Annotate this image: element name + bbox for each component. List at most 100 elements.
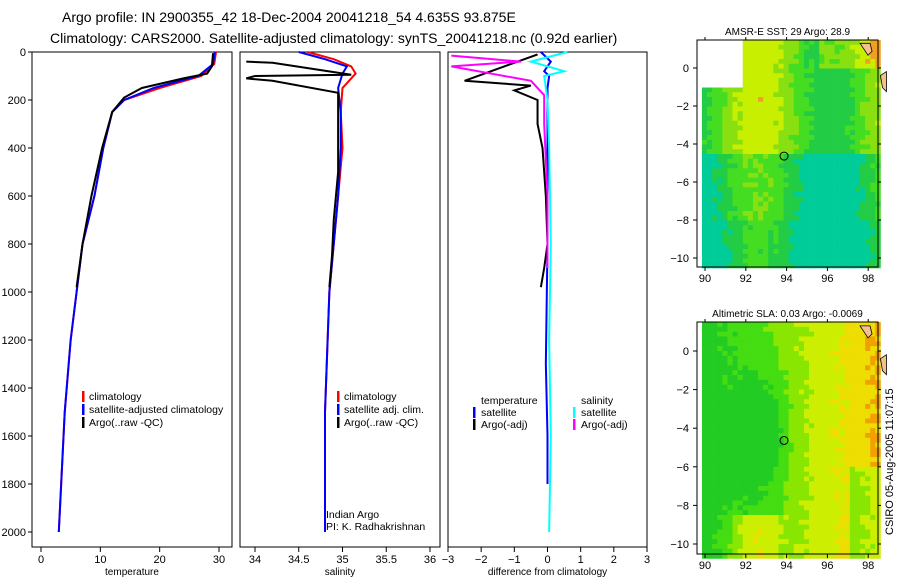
map-cell <box>860 263 866 269</box>
map-cell <box>763 466 769 472</box>
map-cell <box>793 331 800 337</box>
map-cell <box>849 249 856 255</box>
map-cell <box>717 466 723 472</box>
map-cell <box>819 442 825 448</box>
map-cell <box>742 196 749 202</box>
map-cell <box>798 432 805 439</box>
map-cell <box>742 539 749 545</box>
map-cell <box>717 196 723 202</box>
map-cell <box>860 418 866 424</box>
map-cell <box>707 101 713 107</box>
map-cell <box>701 101 708 107</box>
map-cell <box>809 206 815 212</box>
map-cell <box>732 481 738 487</box>
map-cell <box>844 515 851 521</box>
map-cell <box>793 341 800 347</box>
map-cell <box>788 432 795 439</box>
map-cell <box>860 97 866 103</box>
map-cell <box>773 360 779 366</box>
map-cell <box>737 457 744 463</box>
map-cell <box>701 389 708 395</box>
map-cell <box>773 466 779 472</box>
map-cell <box>778 230 784 236</box>
map-cell <box>752 510 759 516</box>
map-cell <box>758 360 764 366</box>
map-cell <box>727 82 733 88</box>
map-cell <box>788 158 795 164</box>
map-cell <box>860 182 866 188</box>
map-cell <box>793 116 800 122</box>
map-cell <box>783 365 789 371</box>
map-cell <box>763 168 769 174</box>
map-cell <box>707 120 713 126</box>
map-cell <box>712 553 718 559</box>
map-cell <box>768 519 774 525</box>
map-cell <box>747 234 754 240</box>
map-cell <box>798 370 805 376</box>
y-tick-label: 1600 <box>2 431 26 443</box>
map-cell <box>773 394 779 400</box>
map-cell <box>737 139 744 145</box>
map-cell <box>747 457 754 463</box>
map-cell <box>839 394 846 400</box>
map-cell <box>849 500 856 506</box>
map-cell <box>824 389 830 395</box>
map-cell <box>773 418 779 424</box>
map-cell <box>773 481 779 487</box>
map-title: AMSR-E SST: 29 Argo: 28.9 <box>725 27 850 38</box>
map-cell <box>803 206 810 212</box>
map-cell <box>717 234 723 240</box>
map-cell <box>849 192 856 198</box>
map-cell <box>798 244 805 250</box>
map-cell <box>793 211 800 217</box>
map-cell <box>860 234 866 240</box>
map-cell <box>773 92 779 98</box>
map-cell <box>865 87 871 93</box>
map-cell <box>773 68 779 74</box>
map-cell <box>717 54 723 60</box>
argo-float-position-marker <box>779 435 789 445</box>
y-tick-label: 200 <box>8 95 26 107</box>
map-cell <box>707 336 713 342</box>
map-cell <box>778 125 784 131</box>
map-cell <box>834 135 840 141</box>
map-cell <box>742 457 749 463</box>
map-cell <box>814 116 820 122</box>
map-cell <box>788 505 795 511</box>
map-cell <box>788 553 795 559</box>
map-cell <box>717 519 723 525</box>
map-cell <box>860 370 866 376</box>
map-cell <box>773 423 779 429</box>
map-cell <box>834 92 840 98</box>
map-cell <box>860 486 866 492</box>
map-cell <box>854 413 861 419</box>
map-cell <box>860 346 866 352</box>
map-cell <box>701 158 708 164</box>
map-cell <box>865 408 871 414</box>
map-cell <box>778 486 784 492</box>
map-cell <box>763 346 769 352</box>
map-cell <box>793 253 800 259</box>
map-cell <box>732 211 738 217</box>
map-cell <box>788 125 795 131</box>
map-cell <box>727 106 733 112</box>
x-tick-label: 35 <box>336 554 348 566</box>
map-cell <box>819 187 825 193</box>
map-cell <box>865 263 871 269</box>
map-cell <box>727 234 733 240</box>
map-cell <box>712 394 718 400</box>
map-cell <box>849 452 856 458</box>
map-cell <box>747 404 754 410</box>
map-cell <box>788 244 795 250</box>
map-cell <box>829 111 835 117</box>
map-cell <box>788 423 795 429</box>
map-cell <box>783 326 789 332</box>
map-cell <box>793 437 800 443</box>
map-cell <box>829 263 835 269</box>
map-cell <box>742 125 749 131</box>
map-cell <box>768 44 774 50</box>
map-cell <box>834 529 840 535</box>
map-cell <box>829 543 835 550</box>
map-cell <box>819 341 825 347</box>
map-cell <box>722 154 728 160</box>
